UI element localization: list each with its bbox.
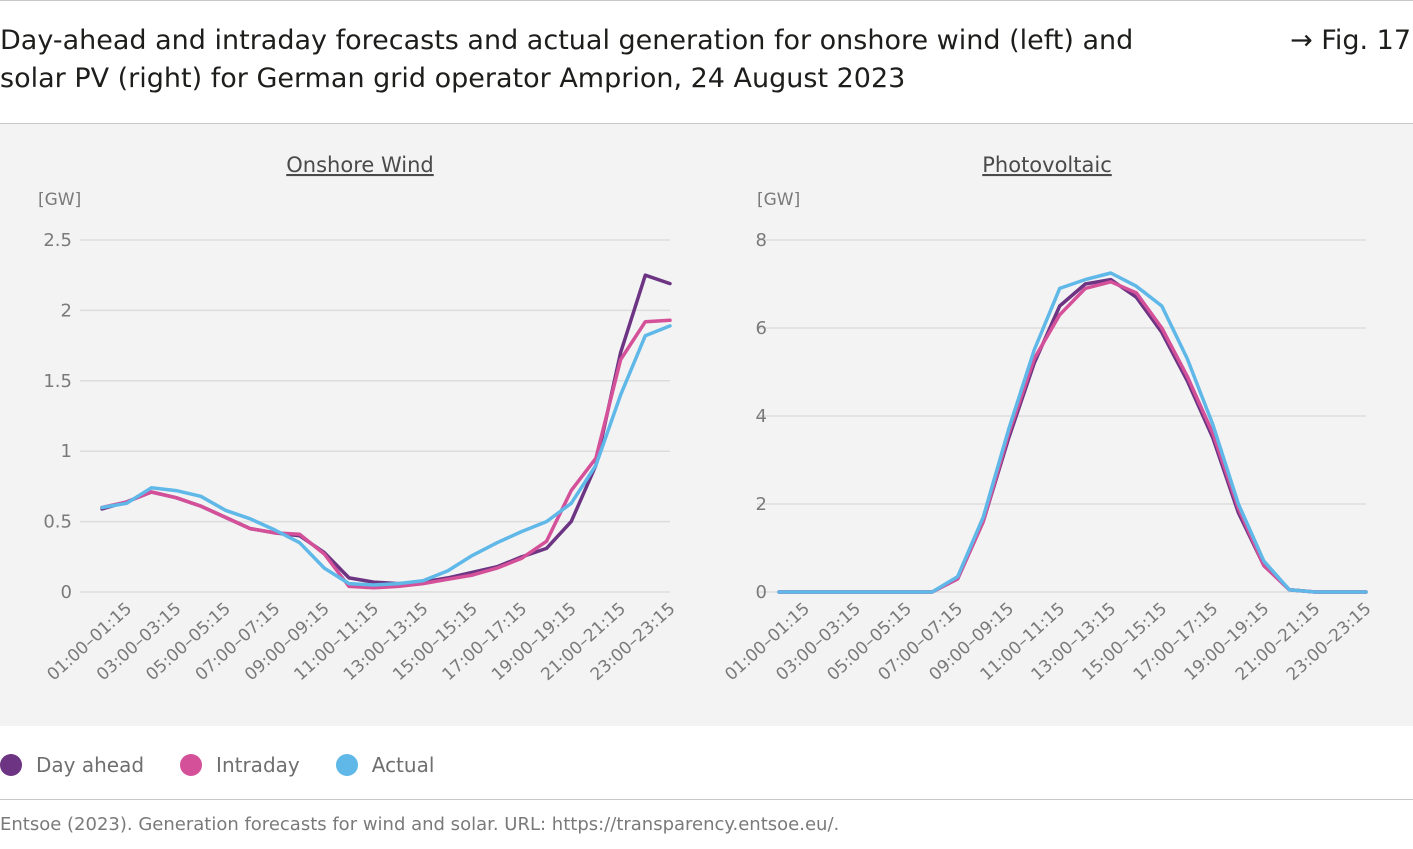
wind-x-tick-label: 07:00–07:15 <box>192 599 285 685</box>
wind-series-line-actual <box>100 324 672 587</box>
wind-x-tick-label: 17:00–17:15 <box>439 599 532 685</box>
wind-y-tick-label: 1 <box>61 441 72 462</box>
wind-x-tick-label: 15:00–15:15 <box>389 599 482 685</box>
figure-title: Day-ahead and intraday forecasts and act… <box>0 25 1134 94</box>
wind-x-tick-label: 03:00–03:15 <box>93 599 186 685</box>
legend-label-intraday: Intraday <box>216 753 300 777</box>
pv-chart-title: Photovoltaic <box>982 153 1112 177</box>
wind-series-line-day-ahead <box>100 273 672 586</box>
wind-x-tick-label: 09:00–09:15 <box>241 599 334 685</box>
header-rule <box>0 123 1413 124</box>
charts-svg: Onshore Wind[GW]00.511.522.501:00–01:150… <box>38 153 1375 685</box>
legend-swatch-intraday <box>180 754 203 776</box>
wind-x-tick-label: 19:00–19:15 <box>488 599 581 685</box>
wind-series-line-intraday <box>100 318 672 590</box>
legend-swatch-actual <box>335 754 358 776</box>
top-rule <box>0 0 1413 1</box>
footer-rule <box>0 799 1413 800</box>
pv-y-unit-label: [GW] <box>757 190 800 210</box>
legend-label-day-ahead: Day ahead <box>36 753 145 777</box>
wind-chart-title: Onshore Wind <box>286 153 433 177</box>
wind-y-tick-label: 0 <box>61 582 72 603</box>
pv-y-tick-label: 6 <box>756 318 767 339</box>
legend: Day ahead Intraday Actual <box>0 751 470 779</box>
wind-x-tick-label: 13:00–13:15 <box>340 599 433 685</box>
source-note: Entsoe (2023). Generation forecasts for … <box>0 814 840 835</box>
legend-swatch-day-ahead <box>0 754 22 776</box>
pv-series-line-day-ahead <box>777 277 1368 594</box>
wind-x-tick-label: 21:00–21:15 <box>537 599 630 685</box>
wind-y-tick-label: 1.5 <box>43 371 72 392</box>
pv-y-tick-label: 4 <box>756 406 767 427</box>
wind-x-tick-label: 11:00–11:15 <box>290 599 383 685</box>
legend-item-day-ahead: Day ahead <box>0 753 144 777</box>
wind-x-tick-label: 05:00–05:15 <box>142 599 235 685</box>
pv-y-tick-label: 0 <box>756 582 767 603</box>
legend-item-intraday: Intraday <box>180 753 300 777</box>
pv-y-tick-label: 2 <box>756 494 767 515</box>
wind-y-tick-label: 2.5 <box>43 230 72 251</box>
wind-x-tick-label: 01:00–01:15 <box>44 599 137 685</box>
legend-label-actual: Actual <box>371 753 435 777</box>
wind-x-tick-label: 23:00–23:15 <box>587 599 680 685</box>
pv-y-tick-label: 8 <box>756 230 767 251</box>
figure-reference: → Fig. 17 <box>1290 25 1411 56</box>
chart-panel <box>0 124 1413 726</box>
wind-y-tick-label: 2 <box>61 300 72 321</box>
pv-series-line-actual <box>777 271 1368 594</box>
legend-item-actual: Actual <box>335 753 435 777</box>
wind-y-tick-label: 0.5 <box>43 512 72 533</box>
wind-y-unit-label: [GW] <box>38 190 81 210</box>
